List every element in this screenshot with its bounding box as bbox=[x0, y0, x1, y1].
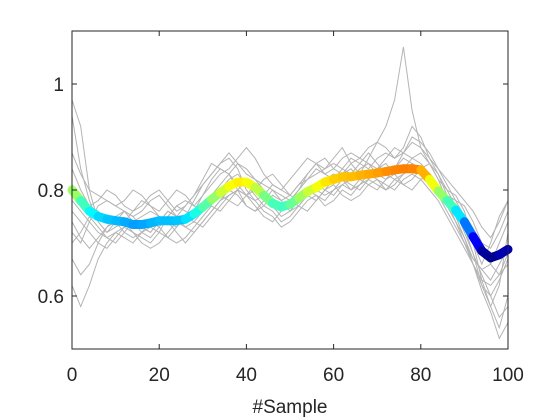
background-series-line bbox=[71, 152, 509, 340]
x-tick-label: 100 bbox=[492, 365, 524, 386]
x-tick-label: 20 bbox=[149, 365, 170, 386]
mean-series-segment bbox=[494, 244, 513, 260]
background-series-line bbox=[71, 141, 509, 239]
x-tick-label: 40 bbox=[236, 365, 257, 386]
x-tick-label: 60 bbox=[323, 365, 344, 386]
x-axis-label: #Sample bbox=[253, 397, 328, 418]
axes-group: 0 20 40 60 80 100 0.6 0.8 1 bbox=[38, 30, 524, 386]
y-tick-label: 1 bbox=[53, 75, 64, 96]
y-tick-label: 0.6 bbox=[38, 287, 64, 308]
y-axis-ticks: 0.6 0.8 1 bbox=[38, 75, 508, 308]
y-tick-label: 0.8 bbox=[38, 181, 64, 202]
x-tick-label: 0 bbox=[67, 365, 78, 386]
mean-series-group bbox=[67, 164, 513, 263]
x-tick-label: 80 bbox=[410, 365, 431, 386]
x-axis-ticks: 0 20 40 60 80 100 bbox=[67, 31, 524, 386]
